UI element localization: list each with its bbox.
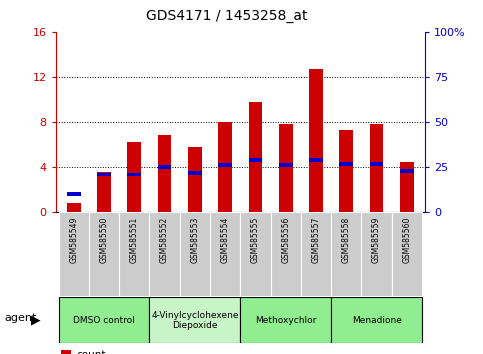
Bar — [370, 162, 384, 166]
Bar — [119, 212, 149, 296]
Text: GSM585552: GSM585552 — [160, 217, 169, 263]
Bar — [158, 165, 171, 169]
Bar — [180, 212, 210, 296]
Text: GSM585554: GSM585554 — [221, 217, 229, 263]
Bar — [158, 135, 171, 212]
Bar — [128, 142, 141, 212]
Bar — [58, 297, 149, 343]
Bar — [149, 297, 241, 343]
Bar — [218, 122, 232, 212]
Bar — [241, 212, 270, 296]
Bar — [340, 130, 353, 212]
Bar — [58, 212, 89, 296]
Text: GSM585555: GSM585555 — [251, 217, 260, 263]
Bar — [210, 212, 241, 296]
Bar — [279, 124, 293, 212]
Bar — [67, 192, 81, 196]
Text: Menadione: Menadione — [352, 316, 401, 325]
Text: GSM585549: GSM585549 — [69, 217, 78, 263]
Bar — [128, 172, 141, 176]
Bar — [270, 212, 301, 296]
Bar — [279, 164, 293, 167]
Text: GDS4171 / 1453258_at: GDS4171 / 1453258_at — [146, 9, 308, 23]
Text: ▶: ▶ — [31, 314, 41, 327]
Text: GSM585557: GSM585557 — [312, 217, 321, 263]
Text: GSM585559: GSM585559 — [372, 217, 381, 263]
Text: GSM585550: GSM585550 — [99, 217, 109, 263]
Bar — [188, 171, 202, 175]
Bar — [249, 158, 262, 162]
Bar — [97, 172, 111, 212]
Bar — [149, 212, 180, 296]
Bar — [340, 162, 353, 166]
Text: GSM585556: GSM585556 — [281, 217, 290, 263]
Bar — [249, 102, 262, 212]
Bar — [331, 212, 361, 296]
Bar — [392, 212, 422, 296]
Text: GSM585558: GSM585558 — [342, 217, 351, 263]
Text: DMSO control: DMSO control — [73, 316, 135, 325]
Text: 4-Vinylcyclohexene
Diepoxide: 4-Vinylcyclohexene Diepoxide — [151, 311, 239, 330]
Bar — [400, 162, 413, 212]
Text: GSM585551: GSM585551 — [130, 217, 139, 263]
Text: Methoxychlor: Methoxychlor — [255, 316, 316, 325]
Text: GSM585560: GSM585560 — [402, 217, 412, 263]
Bar — [67, 203, 81, 212]
Bar — [301, 212, 331, 296]
Bar — [188, 147, 202, 212]
Bar — [370, 124, 384, 212]
Bar — [309, 69, 323, 212]
Bar — [218, 164, 232, 167]
Bar — [309, 158, 323, 162]
Bar — [89, 212, 119, 296]
Bar — [241, 297, 331, 343]
Bar — [97, 172, 111, 176]
Bar — [400, 169, 413, 173]
Text: agent: agent — [5, 313, 37, 323]
Bar — [361, 212, 392, 296]
Legend: count, percentile rank within the sample: count, percentile rank within the sample — [61, 350, 252, 354]
Bar — [331, 297, 422, 343]
Text: GSM585553: GSM585553 — [190, 217, 199, 263]
